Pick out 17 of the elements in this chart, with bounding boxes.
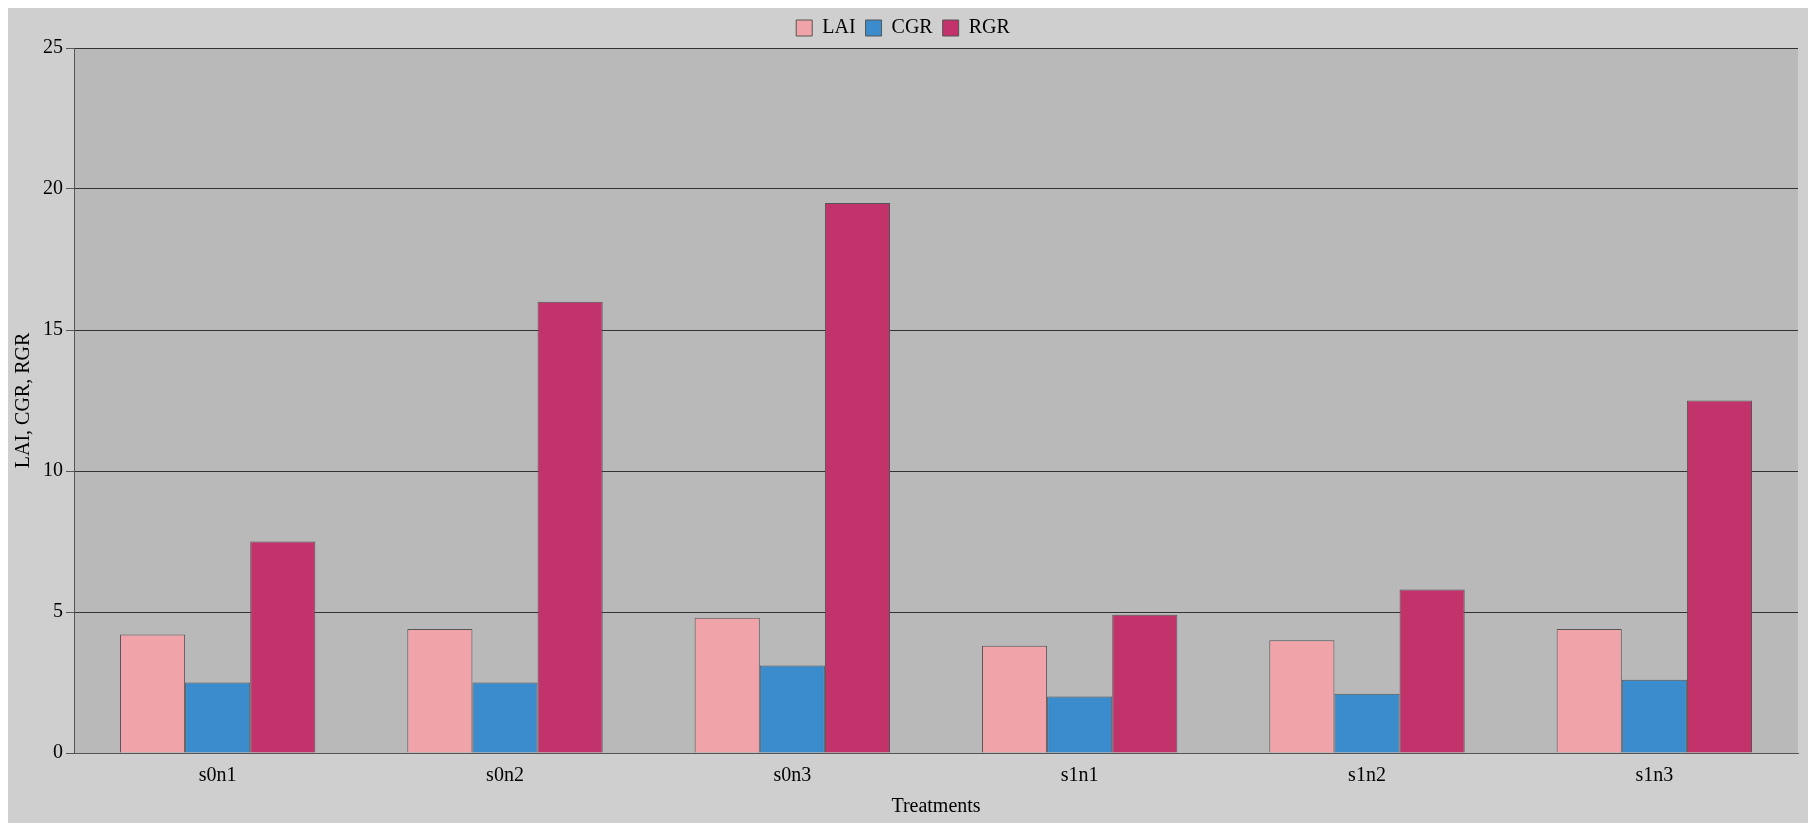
y-tick-label: 15: [43, 317, 63, 340]
y-tick-label: 10: [43, 458, 63, 481]
x-tick-label: s0n3: [773, 763, 812, 786]
x-tick-label: s0n2: [486, 763, 524, 786]
legend-label: LAI: [822, 15, 856, 38]
y-tick-label: 5: [53, 599, 63, 622]
y-tick-label: 0: [53, 740, 63, 763]
legend-label: CGR: [891, 15, 934, 38]
x-tick-label: s1n2: [1348, 763, 1386, 786]
x-axis-title: Treatments: [891, 794, 981, 817]
y-axis-title: LAI, CGR, RGR: [11, 332, 34, 469]
x-tick-label: s1n3: [1635, 763, 1674, 786]
legend-label: RGR: [968, 15, 1011, 38]
y-tick-label: 20: [43, 176, 63, 199]
x-tick-label: s0n1: [198, 763, 237, 786]
x-tick-label: s1n1: [1060, 763, 1099, 786]
y-tick-label: 25: [43, 35, 63, 58]
